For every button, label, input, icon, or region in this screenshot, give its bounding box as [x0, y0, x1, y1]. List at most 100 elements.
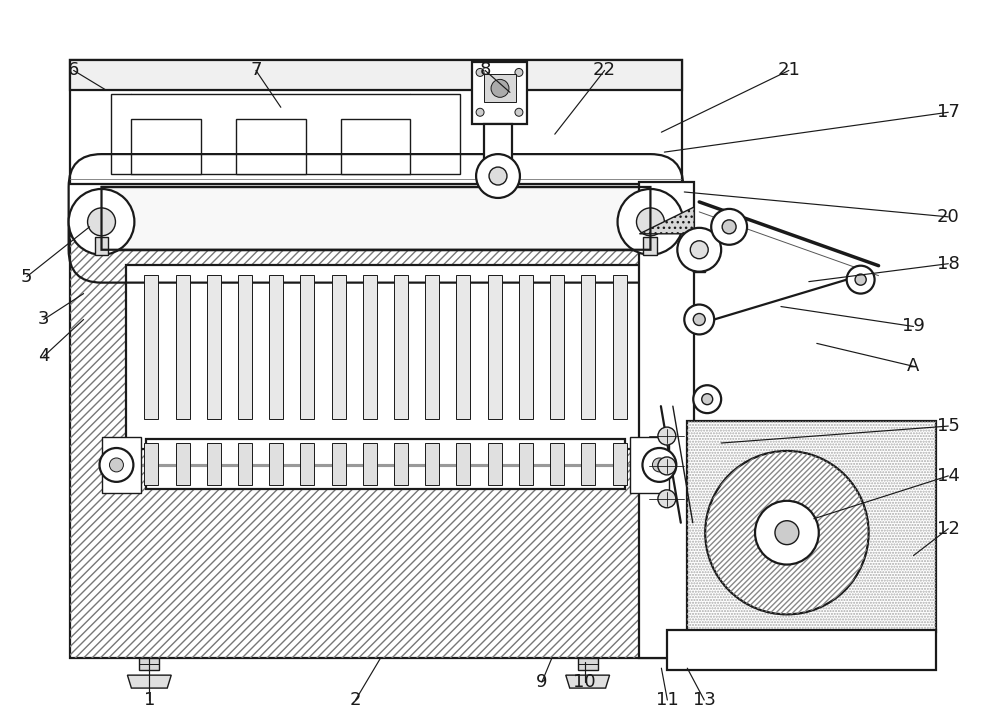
- Bar: [300, 443, 314, 485]
- Circle shape: [476, 154, 520, 198]
- Bar: [238, 275, 252, 419]
- Circle shape: [693, 313, 705, 325]
- Bar: [630, 437, 669, 493]
- Circle shape: [476, 108, 484, 116]
- Circle shape: [658, 457, 676, 475]
- Circle shape: [618, 189, 683, 255]
- Bar: [102, 187, 650, 250]
- Bar: [111, 94, 460, 174]
- Text: 17: 17: [937, 103, 960, 121]
- Circle shape: [109, 458, 123, 472]
- Text: 7: 7: [250, 61, 262, 80]
- Text: 5: 5: [21, 268, 33, 286]
- Bar: [332, 275, 346, 419]
- Text: 18: 18: [937, 255, 960, 273]
- Bar: [488, 443, 502, 485]
- Bar: [581, 275, 595, 419]
- Circle shape: [677, 228, 721, 272]
- Bar: [484, 124, 512, 166]
- Text: 6: 6: [68, 61, 79, 80]
- Circle shape: [515, 68, 523, 76]
- Circle shape: [69, 189, 134, 255]
- Bar: [639, 182, 694, 658]
- Bar: [484, 75, 516, 103]
- Bar: [131, 119, 201, 174]
- Polygon shape: [127, 675, 171, 688]
- Circle shape: [489, 167, 507, 185]
- Bar: [643, 237, 657, 255]
- Text: 22: 22: [593, 61, 616, 80]
- Bar: [269, 275, 283, 419]
- Text: 21: 21: [777, 61, 800, 80]
- Circle shape: [658, 490, 676, 508]
- Bar: [300, 275, 314, 419]
- Circle shape: [705, 451, 869, 614]
- Bar: [102, 437, 141, 493]
- Bar: [693, 252, 705, 272]
- Bar: [238, 443, 252, 485]
- Circle shape: [636, 208, 664, 236]
- Circle shape: [88, 208, 115, 236]
- Polygon shape: [566, 675, 610, 688]
- Bar: [581, 443, 595, 485]
- Text: 1: 1: [144, 691, 155, 709]
- Bar: [550, 275, 564, 419]
- Bar: [550, 443, 564, 485]
- Circle shape: [711, 209, 747, 245]
- Bar: [144, 275, 158, 419]
- Text: 19: 19: [902, 318, 925, 335]
- Bar: [394, 443, 408, 485]
- Bar: [176, 443, 190, 485]
- Text: 20: 20: [937, 208, 960, 226]
- Bar: [687, 421, 936, 632]
- Text: 11: 11: [656, 691, 679, 709]
- Circle shape: [476, 68, 484, 76]
- Bar: [341, 119, 410, 174]
- Bar: [70, 230, 682, 658]
- Circle shape: [642, 448, 676, 482]
- Bar: [456, 275, 470, 419]
- Text: 3: 3: [38, 310, 49, 328]
- Bar: [519, 443, 533, 485]
- Bar: [236, 119, 306, 174]
- Circle shape: [775, 520, 799, 545]
- Bar: [70, 61, 682, 184]
- Bar: [394, 275, 408, 419]
- Bar: [95, 237, 108, 255]
- Bar: [488, 275, 502, 419]
- Circle shape: [722, 220, 736, 234]
- Text: 2: 2: [350, 691, 361, 709]
- Circle shape: [100, 448, 133, 482]
- Circle shape: [652, 458, 666, 472]
- Bar: [144, 443, 158, 485]
- Bar: [472, 63, 527, 124]
- Text: A: A: [907, 357, 920, 375]
- Bar: [70, 230, 682, 658]
- Bar: [613, 443, 627, 485]
- Bar: [176, 275, 190, 419]
- Text: 13: 13: [693, 691, 716, 709]
- Bar: [139, 658, 159, 670]
- Bar: [70, 61, 682, 90]
- Text: 10: 10: [573, 673, 596, 691]
- Text: 4: 4: [38, 347, 49, 365]
- Bar: [332, 443, 346, 485]
- Circle shape: [755, 501, 819, 565]
- Bar: [687, 421, 936, 632]
- Text: 9: 9: [536, 673, 548, 691]
- Bar: [207, 443, 221, 485]
- Text: 8: 8: [479, 61, 491, 80]
- Circle shape: [855, 274, 866, 286]
- Circle shape: [702, 394, 713, 404]
- Bar: [363, 275, 377, 419]
- Bar: [207, 275, 221, 419]
- Bar: [456, 443, 470, 485]
- Text: 12: 12: [937, 520, 960, 538]
- Bar: [363, 443, 377, 485]
- Circle shape: [690, 241, 708, 258]
- Bar: [126, 265, 644, 449]
- Bar: [667, 630, 936, 670]
- Bar: [519, 275, 533, 419]
- Bar: [425, 275, 439, 419]
- Circle shape: [684, 305, 714, 335]
